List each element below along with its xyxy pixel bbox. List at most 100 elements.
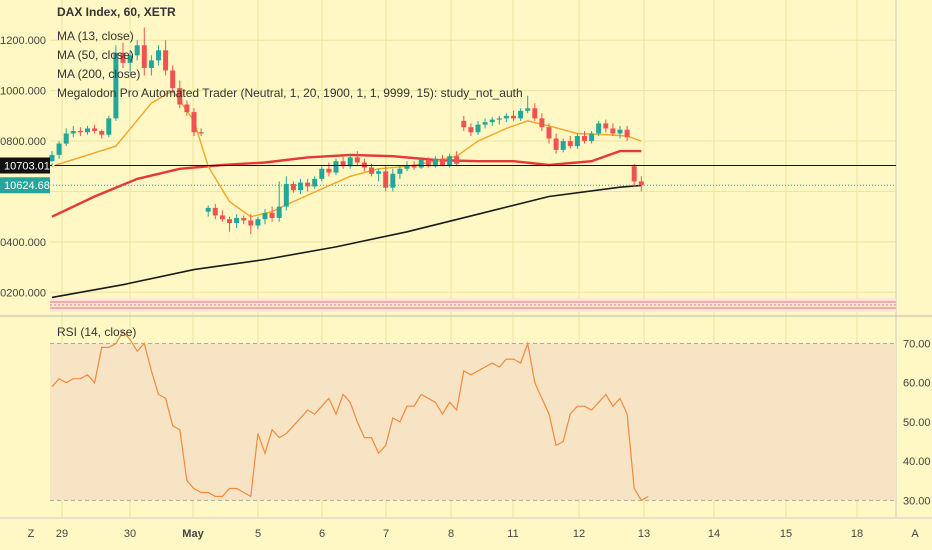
candle — [298, 178, 303, 194]
candle-body — [525, 108, 531, 111]
rsi-axis[interactable]: 70.00 60.00 50.00 40.00 30.00 — [903, 338, 931, 507]
time-tick-label: 6 — [319, 528, 325, 540]
candle — [205, 205, 211, 217]
auto-scale-control[interactable]: A — [908, 524, 922, 540]
candle — [156, 45, 161, 66]
candle — [177, 80, 183, 109]
candle-body — [432, 158, 438, 167]
rsi-pane[interactable] — [50, 330, 896, 502]
candle — [305, 178, 311, 192]
rsi-tick-label: 30.00 — [903, 495, 931, 507]
time-tick-label: 15 — [780, 528, 792, 540]
candle-body — [589, 133, 595, 142]
rsi-line — [51, 330, 649, 502]
candle-body — [361, 162, 367, 168]
price-axis[interactable]: 11200.000 11000.000 10800.000 10400.000 1020… — [0, 35, 46, 299]
candle-body — [241, 217, 247, 221]
candle-body — [127, 55, 133, 63]
candle-body — [638, 181, 644, 186]
candle — [397, 166, 403, 179]
candle — [390, 168, 396, 192]
candle-body — [404, 165, 410, 169]
candle — [624, 125, 630, 142]
candle-body — [418, 159, 424, 168]
candle — [120, 42, 126, 68]
candle-body — [596, 123, 602, 134]
time-tick-label: 14 — [708, 528, 720, 540]
candle — [468, 123, 474, 137]
candle-body — [191, 112, 197, 133]
candle-body — [312, 178, 318, 187]
rsi-tick-label: 50.00 — [903, 417, 931, 429]
candle — [255, 216, 261, 230]
candle — [511, 110, 516, 121]
rsi-tick-label: 70.00 — [903, 338, 931, 350]
price-pane[interactable] — [49, 27, 897, 312]
candle-body — [376, 171, 382, 174]
candle — [326, 162, 332, 177]
candle-body — [198, 132, 204, 134]
candle — [361, 158, 367, 172]
time-tick-label: 13 — [638, 528, 650, 540]
candle — [234, 214, 240, 229]
candle — [574, 133, 580, 149]
candle — [141, 27, 147, 76]
crosshair-price-tag: 10703.013 — [0, 157, 56, 174]
candle — [290, 181, 296, 193]
candle — [170, 65, 176, 94]
candle — [70, 125, 76, 138]
last-price-tag-bg — [0, 177, 50, 194]
candle — [77, 127, 83, 137]
candle-body — [184, 104, 190, 113]
candle-body — [425, 159, 431, 167]
candle — [596, 120, 602, 137]
candle — [532, 103, 538, 121]
candle-body — [205, 207, 211, 212]
candle — [582, 130, 587, 144]
candle-body — [560, 141, 566, 150]
candle-body — [219, 215, 225, 220]
zoom-control[interactable]: Z — [24, 524, 38, 540]
candle — [312, 176, 318, 189]
candle — [106, 115, 112, 138]
candle — [113, 45, 119, 121]
candle — [638, 176, 644, 192]
candle — [63, 128, 69, 147]
candle — [539, 113, 545, 131]
candle — [269, 206, 275, 222]
candle-body — [333, 161, 339, 173]
time-tick-label: 5 — [255, 528, 261, 540]
candle — [127, 50, 133, 73]
candle-body — [156, 50, 161, 61]
candle — [184, 100, 190, 116]
candle-body — [141, 45, 147, 68]
ma13-legend: MA (13, close) — [57, 29, 134, 43]
candle-body — [624, 129, 630, 138]
candle — [354, 151, 360, 167]
candle-body — [262, 212, 268, 220]
candle-body — [468, 127, 474, 133]
candle-body — [518, 110, 524, 119]
candle-body — [397, 168, 403, 174]
time-axis[interactable]: 29 30 May 5 6 7 8 11 12 13 14 15 18 — [56, 528, 863, 540]
candle — [99, 129, 105, 139]
time-tick-label: 7 — [383, 528, 389, 540]
candle — [567, 136, 573, 149]
candle — [248, 214, 254, 235]
candle-body — [56, 143, 62, 155]
candle — [376, 168, 382, 182]
candle-body — [546, 127, 552, 139]
price-tick-label: 10200.000 — [0, 287, 46, 299]
candle — [92, 124, 98, 134]
candle-body — [269, 212, 275, 218]
candle-body — [482, 122, 488, 125]
candle-body — [77, 130, 83, 133]
candle — [134, 40, 140, 61]
ma200-line — [51, 184, 642, 299]
candle-body — [49, 154, 55, 162]
time-tick-label: May — [182, 528, 204, 540]
candle — [319, 166, 325, 182]
candle-body — [326, 168, 332, 173]
candle — [283, 176, 289, 211]
